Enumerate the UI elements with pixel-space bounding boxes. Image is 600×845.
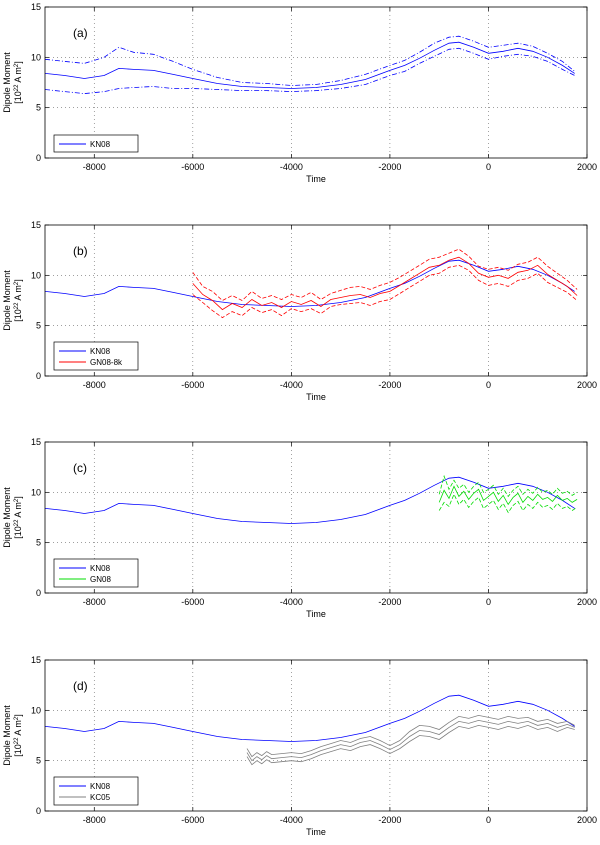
legend-label: GN08 [90, 575, 111, 584]
plot-area [45, 7, 587, 158]
y-tick-label: 5 [36, 321, 41, 331]
panel-label: (b) [73, 244, 88, 258]
plot-frame [44, 6, 588, 159]
y-axis-label: Dipole Moment [2, 270, 12, 331]
legend-label: KN08 [90, 347, 111, 356]
series-line-kn08 [45, 694, 575, 742]
y-tick-label: 0 [36, 588, 41, 598]
x-axis-label: Time [306, 174, 326, 184]
x-tick-label: -2000 [378, 815, 401, 825]
series-line-kn08-upper-bound [45, 35, 575, 86]
series-line-gn08-8k [192, 256, 578, 311]
x-tick-label: -2000 [378, 162, 401, 172]
y-tick-label: 15 [31, 655, 41, 665]
legend-label: KN08 [90, 564, 111, 573]
x-tick-label: -8000 [83, 597, 106, 607]
y-tick-label: 0 [36, 153, 41, 163]
y-tick-label: 15 [31, 437, 41, 447]
legend-box [53, 558, 139, 588]
chart-panel-0: -8000 -6000 -4000 -2000 0 2000 0 5 10 15 Time Dipol… [2, 2, 597, 184]
series-line-gn08-upper [438, 474, 578, 498]
series-line-kc05-lower [246, 724, 575, 766]
y-tick-label: 5 [36, 538, 41, 548]
legend-label: KC05 [90, 793, 111, 802]
x-tick-label: -2000 [378, 597, 401, 607]
series-line-gn08-8k-lower [192, 264, 578, 319]
panel-label: (c) [73, 461, 87, 475]
panel-label: (d) [73, 679, 88, 693]
plot-frame [44, 659, 588, 812]
x-tick-label: 2000 [577, 597, 597, 607]
series-line-kn08 [45, 41, 575, 89]
y-tick-label: 10 [31, 270, 41, 280]
x-tick-label: 2000 [577, 815, 597, 825]
y-tick-label: 5 [36, 756, 41, 766]
x-tick-label: -6000 [181, 815, 204, 825]
x-tick-label: 0 [486, 162, 491, 172]
y-tick-label: 10 [31, 487, 41, 497]
y-axis-unit: [1022 A m2] [13, 496, 23, 539]
series-line-gn08-lower [438, 493, 578, 514]
plot-frame [44, 224, 588, 377]
series-line-kc05-upper [246, 714, 575, 758]
legend-label: KN08 [90, 140, 111, 149]
series-line-gn08 [438, 485, 578, 506]
x-tick-label: -2000 [378, 380, 401, 390]
x-tick-label: 0 [486, 815, 491, 825]
legend-box [53, 776, 139, 806]
x-axis-label: Time [306, 392, 326, 402]
y-axis-unit: [1022 A m2] [13, 61, 23, 104]
y-axis-unit: [1022 A m2] [13, 714, 23, 757]
y-tick-label: 0 [36, 371, 41, 381]
x-tick-label: -4000 [280, 815, 303, 825]
y-tick-label: 5 [36, 103, 41, 113]
x-tick-label: -4000 [280, 380, 303, 390]
legend-label: KN08 [90, 782, 111, 791]
y-tick-label: 15 [31, 220, 41, 230]
y-axis-label: Dipole Moment [2, 487, 12, 548]
x-tick-label: -6000 [181, 162, 204, 172]
panel-label: (a) [73, 26, 88, 40]
x-tick-label: 0 [486, 597, 491, 607]
x-tick-label: -6000 [181, 380, 204, 390]
y-axis-label: Dipole Moment [2, 705, 12, 766]
chart-panel-2: -8000 -6000 -4000 -2000 0 2000 0 5 10 15 Time Dipol… [2, 437, 597, 619]
x-tick-label: -6000 [181, 597, 204, 607]
legend-label: GN08-8k [90, 358, 123, 367]
series-line-gn08-8k-upper [192, 248, 578, 301]
y-tick-label: 0 [36, 806, 41, 816]
x-axis-label: Time [306, 609, 326, 619]
y-tick-label: 15 [31, 2, 41, 12]
x-tick-label: -8000 [83, 162, 106, 172]
chart-panel-3: -8000 -6000 -4000 -2000 0 2000 0 5 10 15 Time Dipol… [2, 655, 597, 837]
x-tick-label: 2000 [577, 380, 597, 390]
y-axis-label: Dipole Moment [2, 52, 12, 113]
x-tick-label: -4000 [280, 162, 303, 172]
y-tick-label: 10 [31, 52, 41, 62]
x-tick-label: -4000 [280, 597, 303, 607]
x-tick-label: -8000 [83, 815, 106, 825]
x-tick-label: 2000 [577, 162, 597, 172]
x-axis-label: Time [306, 827, 326, 837]
y-tick-label: 10 [31, 705, 41, 715]
y-axis-unit: [1022 A m2] [13, 279, 23, 322]
plot-frame [44, 441, 588, 594]
series-line-kn08-lower-bound [45, 47, 575, 95]
legend-box [53, 341, 139, 371]
x-tick-label: -8000 [83, 380, 106, 390]
chart-panel-1: -8000 -6000 -4000 -2000 0 2000 0 5 10 15 Time Dipol… [2, 220, 597, 402]
series-line-kn08 [45, 476, 575, 524]
series-line-kn08 [45, 259, 575, 307]
series-line-kc05 [246, 719, 575, 762]
legend-box [53, 134, 139, 153]
x-tick-label: 0 [486, 380, 491, 390]
